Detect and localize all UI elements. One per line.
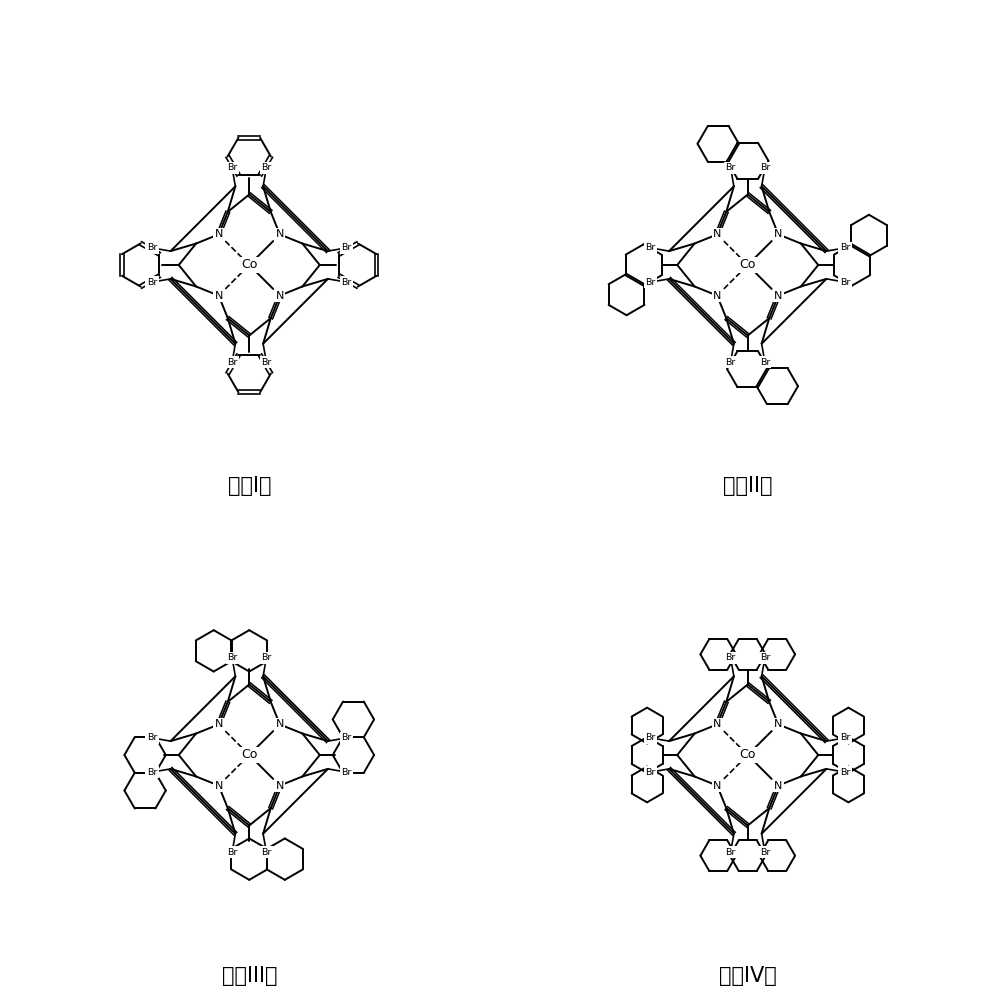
- Text: Br: Br: [726, 358, 736, 367]
- Text: Br: Br: [726, 848, 736, 857]
- Text: Br: Br: [726, 653, 736, 662]
- Text: Br: Br: [147, 733, 158, 742]
- Text: Br: Br: [227, 358, 237, 367]
- Text: Br: Br: [261, 653, 271, 662]
- Text: N: N: [713, 719, 722, 729]
- Text: N: N: [774, 291, 783, 301]
- Text: 式（II）: 式（II）: [723, 476, 773, 496]
- Text: Br: Br: [760, 163, 770, 172]
- Text: Br: Br: [147, 278, 158, 287]
- Text: N: N: [214, 781, 223, 791]
- Text: Br: Br: [341, 768, 352, 777]
- Text: Br: Br: [839, 243, 850, 252]
- Text: N: N: [774, 719, 783, 729]
- Text: 式（IV）: 式（IV）: [719, 966, 777, 986]
- Text: Br: Br: [645, 768, 656, 777]
- Text: Br: Br: [261, 848, 271, 857]
- Text: Co: Co: [241, 258, 257, 271]
- Text: Br: Br: [147, 243, 158, 252]
- Text: Br: Br: [760, 848, 770, 857]
- Text: Br: Br: [760, 653, 770, 662]
- Text: Br: Br: [839, 768, 850, 777]
- Text: Br: Br: [645, 278, 656, 287]
- Text: Br: Br: [645, 733, 656, 742]
- Text: N: N: [275, 291, 284, 301]
- Text: Br: Br: [227, 163, 237, 172]
- Text: Br: Br: [760, 358, 770, 367]
- Text: Br: Br: [645, 243, 656, 252]
- Text: Co: Co: [740, 748, 756, 762]
- Text: Br: Br: [839, 733, 850, 742]
- Text: N: N: [275, 781, 284, 791]
- Text: Br: Br: [341, 278, 352, 287]
- Text: N: N: [214, 719, 223, 729]
- Text: Br: Br: [147, 768, 158, 777]
- Text: 式（I）: 式（I）: [227, 476, 271, 496]
- Text: Br: Br: [839, 278, 850, 287]
- Text: Co: Co: [740, 258, 756, 271]
- Text: Br: Br: [261, 163, 271, 172]
- Text: N: N: [275, 229, 284, 239]
- Text: Br: Br: [227, 848, 237, 857]
- Text: 式（III）: 式（III）: [221, 966, 277, 986]
- Text: N: N: [713, 781, 722, 791]
- Text: N: N: [275, 719, 284, 729]
- Text: N: N: [774, 229, 783, 239]
- Text: Br: Br: [726, 163, 736, 172]
- Text: N: N: [713, 291, 722, 301]
- Text: Br: Br: [227, 653, 237, 662]
- Text: Br: Br: [261, 358, 271, 367]
- Text: N: N: [713, 229, 722, 239]
- Text: Co: Co: [241, 748, 257, 762]
- Text: Br: Br: [341, 243, 352, 252]
- Text: N: N: [774, 781, 783, 791]
- Text: Br: Br: [341, 733, 352, 742]
- Text: N: N: [214, 291, 223, 301]
- Text: N: N: [214, 229, 223, 239]
